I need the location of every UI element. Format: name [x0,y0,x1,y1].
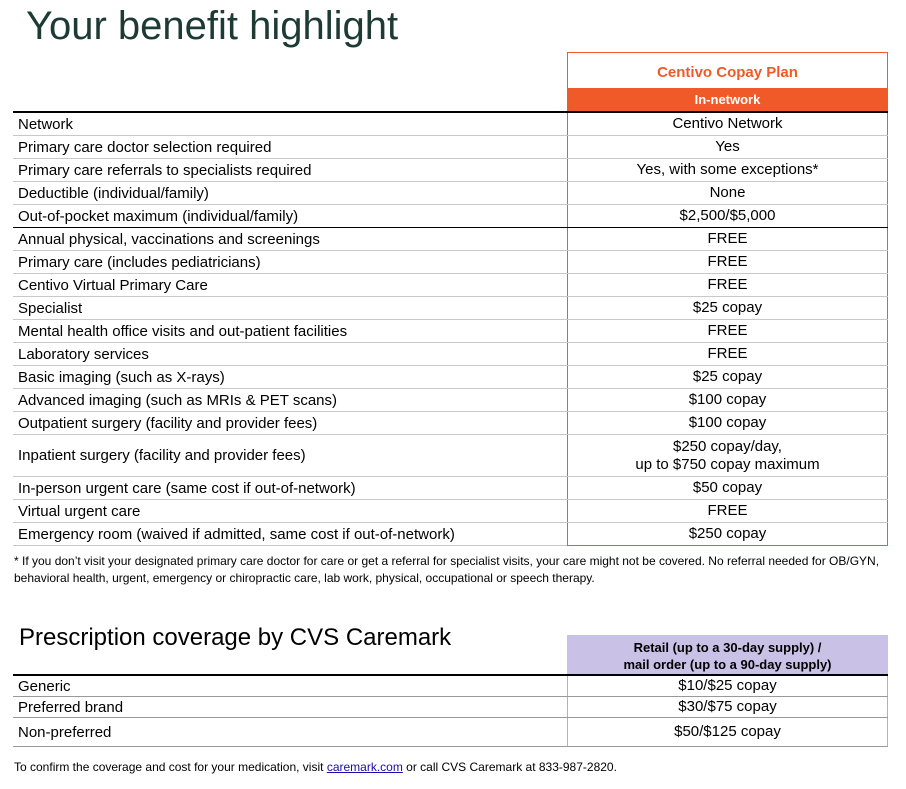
row-label: Network [18,115,74,133]
row-value: $25 copay [567,366,888,388]
row-label: Centivo Virtual Primary Care [18,276,208,294]
row-value: $100 copay [567,389,888,411]
table-row: Laboratory services FREE [13,343,888,366]
table-row: Specialist $25 copay [13,297,888,320]
row-label: Virtual urgent care [18,502,141,520]
table-row: Primary care doctor selection required Ye… [13,136,888,159]
table-row: Basic imaging (such as X-rays) $25 copay [13,366,888,389]
table-row: Primary care (includes pediatricians) FRE… [13,251,888,274]
row-value: $50 copay [567,477,888,499]
table-row: Outpatient surgery (facility and provide… [13,412,888,435]
rx-title: Prescription coverage by CVS Caremark [19,624,452,651]
row-label: Outpatient surgery (facility and provide… [18,414,318,432]
table-row: Non-preferred $50/$125 copay [13,718,888,747]
row-value: FREE [567,500,888,522]
row-label: Specialist [18,299,83,317]
table-row: Emergency room (waived if admitted, same… [13,522,888,546]
row-label: Deductible (individual/family) [18,184,209,202]
page-title: Your benefit highlight [26,4,399,48]
row-label: Out-of-pocket maximum (individual/family… [18,207,299,225]
row-label: Inpatient surgery (facility and provider… [18,447,306,464]
row-value: FREE [567,228,888,250]
row-label: Preferred brand [18,698,124,716]
row-value: $25 copay [567,297,888,319]
table-row: Annual physical, vaccinations and screen… [13,228,888,251]
row-label: Mental health office visits and out-pati… [18,322,348,340]
table-row: Advanced imaging (such as MRIs & PET sca… [13,389,888,412]
row-label: Annual physical, vaccinations and screen… [18,230,320,248]
confirm-text: To confirm the coverage and cost for you… [14,760,327,774]
rx-table: Generic $10/$25 copay Preferred brand $30/$… [13,674,888,747]
rx-column-header: Retail (up to a 30-day supply) / mail or… [567,635,888,674]
rx-confirm-note: To confirm the coverage and cost for you… [14,760,617,774]
row-value: $30/$75 copay [567,697,888,717]
row-label: Primary care doctor selection required [18,138,272,156]
table-row: Mental health office visits and out-pati… [13,320,888,343]
row-label: Generic [18,677,71,695]
plan-name: Centivo Copay Plan [657,64,798,81]
table-row: Network Centivo Network [13,113,888,136]
table-row: Deductible (individual/family) None [13,182,888,205]
row-value: FREE [567,320,888,342]
row-label: Laboratory services [18,345,149,363]
row-label: Primary care referrals to specialists re… [18,161,312,179]
row-value: FREE [567,274,888,296]
row-label: Non-preferred [18,723,112,741]
row-value: $10/$25 copay [567,676,888,696]
table-row: Centivo Virtual Primary Care FREE [13,274,888,297]
row-label: In-person urgent care (same cost if out-… [18,479,356,497]
row-label: Primary care (includes pediatricians) [18,253,261,271]
table-row: Preferred brand $30/$75 copay [13,697,888,718]
table-row: Virtual urgent care FREE [13,500,888,523]
in-network-header: In-network [568,88,887,112]
row-value: $250 copay/day, up to $750 copay maximum [567,435,888,476]
caremark-link[interactable]: caremark.com [326,760,403,774]
table-row: Out-of-pocket maximum (individual/family… [13,205,888,228]
table-row: Inpatient surgery (facility and provider… [13,435,888,477]
benefits-table: Network Centivo Network Primary care docto… [13,111,888,546]
row-value: Centivo Network [567,113,888,135]
table-row: Generic $10/$25 copay [13,676,888,697]
row-value: FREE [567,251,888,273]
table-row: Primary care referrals to specialists re… [13,159,888,182]
row-value: Yes, with some exceptions* [567,159,888,181]
row-value: None [567,182,888,204]
plan-header: Centivo Copay Plan In-network [567,52,888,112]
row-value: FREE [567,343,888,365]
row-label: Advanced imaging (such as MRIs & PET sca… [18,391,338,409]
confirm-text-after: or call CVS Caremark at 833-987-2820. [402,760,617,774]
table-row: In-person urgent care (same cost if out-… [13,477,888,500]
row-label: Basic imaging (such as X-rays) [18,368,225,386]
row-label: Emergency room (waived if admitted, same… [18,525,455,543]
footnote: * If you don’t visit your designated pri… [14,554,880,585]
row-value: Yes [567,136,888,158]
row-value: $2,500/$5,000 [567,205,888,227]
row-value: $250 copay [567,522,888,546]
row-value: $50/$125 copay [567,718,888,746]
row-value: $100 copay [567,412,888,434]
